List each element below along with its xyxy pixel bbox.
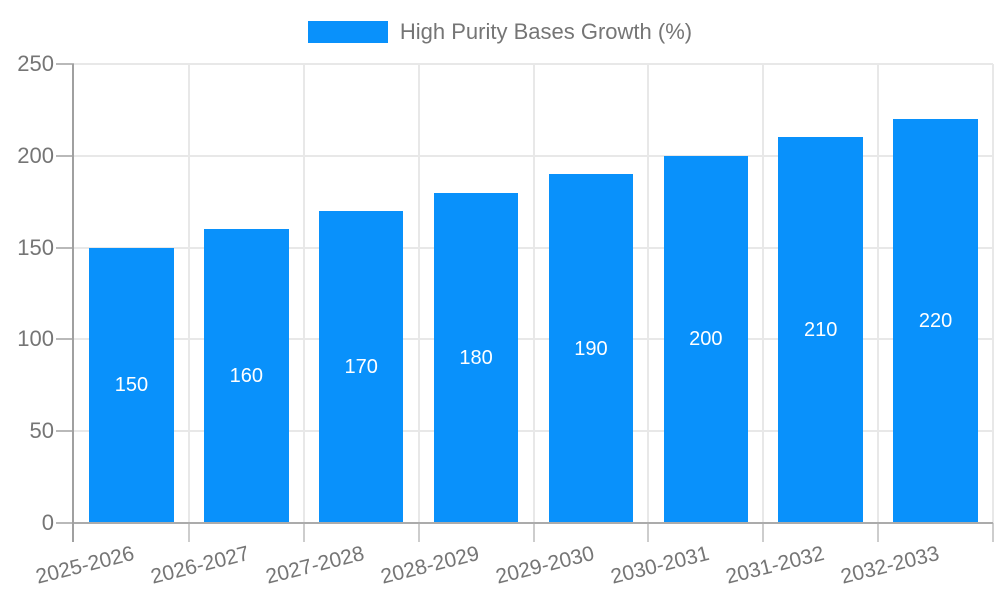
legend-item[interactable]: High Purity Bases Growth (%) bbox=[0, 21, 1000, 43]
bar[interactable] bbox=[778, 137, 863, 523]
bar[interactable] bbox=[663, 155, 749, 523]
legend-label: High Purity Bases Growth (%) bbox=[399, 19, 693, 44]
y-axis-tick bbox=[56, 154, 74, 157]
gridline-vertical bbox=[992, 64, 994, 523]
legend-swatch bbox=[307, 21, 388, 43]
x-axis-tick bbox=[187, 523, 190, 542]
x-axis-tick bbox=[302, 523, 305, 542]
gridline-vertical bbox=[647, 64, 650, 523]
bar[interactable] bbox=[893, 119, 978, 523]
y-axis-tick bbox=[56, 338, 74, 341]
y-tick-label: 250 bbox=[17, 51, 54, 76]
x-axis-tick bbox=[532, 523, 535, 542]
y-axis-tick bbox=[56, 63, 74, 65]
bar[interactable] bbox=[89, 247, 174, 523]
x-axis-tick bbox=[992, 523, 994, 542]
gridline-vertical bbox=[762, 64, 765, 523]
y-tick-label: 0 bbox=[41, 510, 54, 535]
x-axis-tick bbox=[762, 523, 765, 542]
bar[interactable] bbox=[204, 229, 289, 523]
gridline-vertical bbox=[532, 64, 535, 523]
y-axis-tick bbox=[56, 246, 74, 249]
x-axis-line bbox=[74, 522, 993, 524]
x-axis-tick bbox=[647, 523, 650, 542]
y-axis-tick bbox=[56, 522, 74, 524]
y-axis-line bbox=[72, 64, 74, 542]
bar[interactable] bbox=[433, 192, 519, 523]
gridline-vertical bbox=[877, 64, 880, 523]
y-tick-label: 200 bbox=[17, 142, 54, 168]
y-axis-tick bbox=[56, 430, 74, 433]
bar[interactable] bbox=[318, 210, 404, 523]
y-tick-label: 150 bbox=[17, 234, 54, 260]
y-tick-label: 50 bbox=[29, 418, 54, 444]
bar[interactable] bbox=[548, 174, 634, 523]
x-axis-tick bbox=[417, 523, 420, 542]
x-axis-tick bbox=[877, 523, 880, 542]
gridline-vertical bbox=[187, 64, 190, 523]
y-tick-label: 100 bbox=[17, 326, 54, 352]
gridline-vertical bbox=[302, 64, 305, 523]
gridline-vertical bbox=[417, 64, 420, 523]
